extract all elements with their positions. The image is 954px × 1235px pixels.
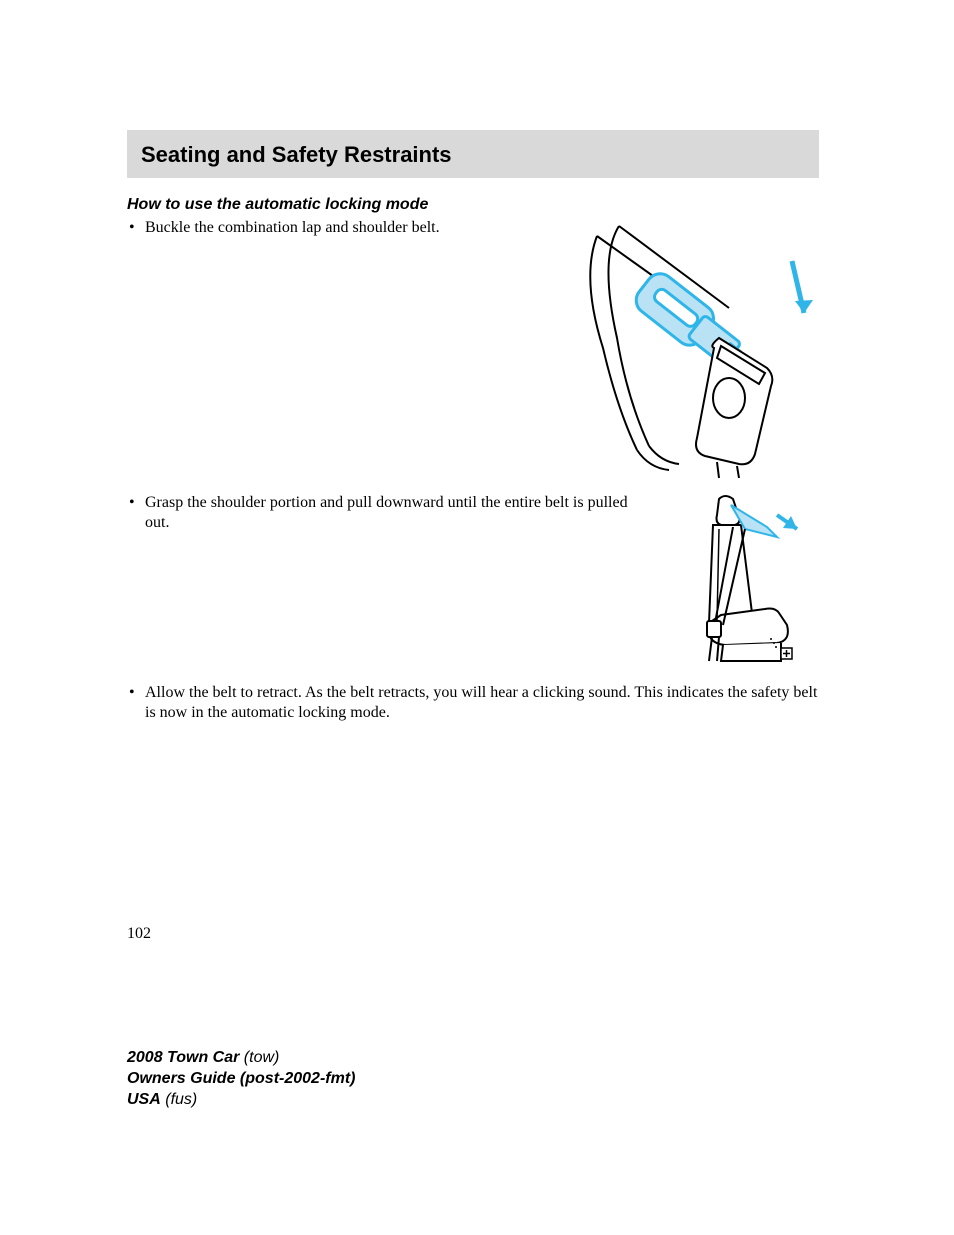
bullet-dot-icon: •: [127, 683, 145, 723]
bullet-3: • Allow the belt to retract. As the belt…: [127, 683, 819, 723]
page-number: 102: [127, 925, 151, 943]
footer: 2008 Town Car (tow) Owners Guide (post-2…: [127, 1048, 355, 1110]
bullet-dot-icon: •: [127, 493, 145, 533]
subheading: How to use the automatic locking mode: [127, 196, 819, 214]
bullet-2: • Grasp the shoulder portion and pull do…: [127, 493, 629, 533]
footer-guide: Owners Guide (post-2002-fmt): [127, 1070, 355, 1087]
section-header: Seating and Safety Restraints: [127, 130, 819, 178]
footer-region-suffix: (fus): [165, 1091, 197, 1108]
bullet-dot-icon: •: [127, 218, 145, 238]
section-title: Seating and Safety Restraints: [141, 142, 805, 168]
footer-model: 2008 Town Car: [127, 1049, 239, 1066]
bullet-3-text: Allow the belt to retract. As the belt r…: [145, 683, 819, 723]
footer-model-suffix: (tow): [244, 1049, 280, 1066]
bullet-2-text: Grasp the shoulder portion and pull down…: [145, 493, 629, 533]
figure-seat: [649, 493, 819, 673]
bullet-1-text: Buckle the combination lap and shoulder …: [145, 218, 549, 238]
footer-region: USA: [127, 1091, 161, 1108]
bullet-1: • Buckle the combination lap and shoulde…: [127, 218, 549, 238]
figure-buckle: [569, 218, 819, 483]
